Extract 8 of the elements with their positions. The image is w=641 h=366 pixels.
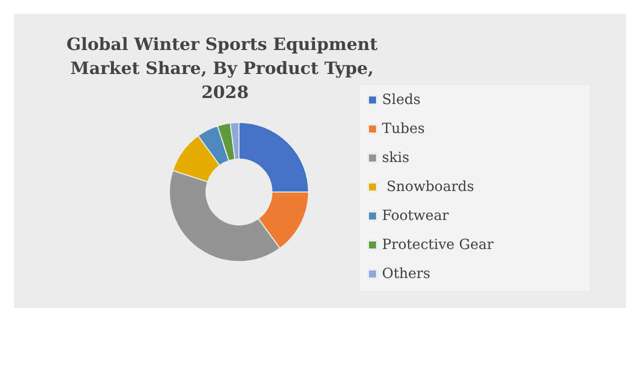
legend-label: Footwear — [382, 208, 450, 224]
legend-label: Sleds — [382, 92, 420, 108]
legend-label: Snowboards — [382, 179, 474, 195]
legend-label: Tubes — [382, 121, 425, 137]
legend-label: skis — [382, 150, 410, 166]
chart-title: Global Winter Sports Equipment Market Share, By Product Type, 2028 — [66, 35, 384, 103]
legend-label: Protective Gear — [382, 237, 494, 253]
legend-label: Others — [382, 266, 430, 282]
